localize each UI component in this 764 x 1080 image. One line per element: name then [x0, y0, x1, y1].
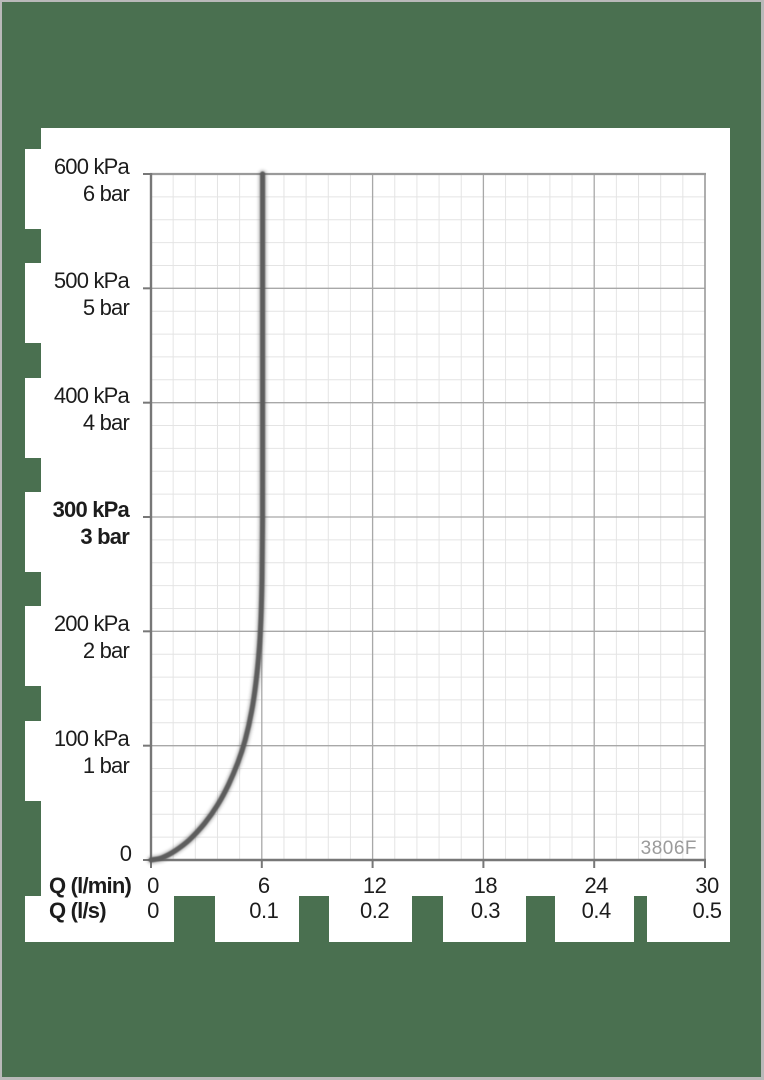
plot-area [143, 170, 706, 868]
y-label-bar: 4 bar [82, 409, 130, 435]
left-notch-tab [25, 149, 43, 229]
bottom-notch-tab [647, 896, 730, 942]
y-axis-label-400kpa: 400 kPa 4 bar [9, 382, 130, 436]
y-label-bar: 3 bar [80, 524, 129, 549]
y-axis-label-500kpa: 500 kPa 5 bar [9, 267, 130, 321]
left-notch-tab [25, 492, 43, 572]
x-axis-label-col-6: 6 0.1 [219, 873, 309, 923]
x-axis-unit-labels: Q (l/min) Q (l/s) [49, 873, 169, 923]
left-notch-tab [25, 606, 43, 687]
x-axis-unit-ls: Q (l/s) [49, 898, 107, 923]
product-code-watermark: 3806F [640, 838, 697, 859]
x-label-lmin: 6 [257, 873, 270, 898]
y-label-kpa: 400 kPa [53, 382, 130, 408]
y-axis-label-600kpa: 600 kPa 6 bar [9, 153, 130, 207]
x-axis-label-col-30: 30 0.5 [662, 873, 752, 923]
x-axis-unit-lmin: Q (l/min) [49, 873, 132, 898]
flow-curve [148, 171, 266, 863]
x-axis-label-col-12: 12 0.2 [330, 873, 420, 923]
y-label-bar: 6 bar [82, 181, 130, 206]
bottom-notch-tab [443, 896, 526, 942]
y-label-kpa: 600 kPa [53, 154, 130, 179]
x-label-ls: 0.1 [249, 898, 279, 923]
chart-panel [41, 128, 730, 896]
y-label-bar: 5 bar [82, 295, 130, 321]
x-label-ls: 0.2 [360, 898, 390, 923]
bottom-notch-tab [329, 896, 412, 942]
y-label-kpa: 100 kPa [53, 725, 130, 751]
x-label-lmin: 0 [147, 873, 159, 898]
bottom-notch-tab [555, 896, 634, 942]
y-axis-label-100kpa: 100 kPa 1 bar [9, 725, 130, 779]
y-axis-zero-label: 0 [119, 841, 132, 866]
y-axis-label-300kpa: 300 kPa 3 bar [9, 496, 130, 550]
bottom-notch-tab [215, 896, 299, 942]
x-axis-label-col-18: 18 0.3 [440, 873, 530, 923]
x-label-lmin: 24 [584, 873, 608, 898]
bottom-notch-tab [25, 896, 174, 942]
x-label-lmin: 18 [473, 873, 498, 898]
x-label-ls: 0.3 [470, 898, 501, 923]
x-axis-label-col-24: 24 0.4 [551, 873, 641, 923]
y-axis-label-200kpa: 200 kPa 2 bar [9, 610, 130, 664]
y-label-kpa: 200 kPa [53, 611, 130, 637]
x-label-ls: 0.4 [581, 898, 612, 923]
left-notch-tab [25, 263, 43, 344]
y-label-kpa: 300 kPa [52, 497, 130, 522]
y-label-bar: 1 bar [82, 752, 130, 778]
x-label-lmin: 30 [695, 873, 719, 898]
y-label-bar: 2 bar [82, 638, 130, 664]
x-label-ls: 0.5 [692, 898, 722, 923]
y-label-kpa: 500 kPa [53, 268, 130, 294]
left-notch-tab [25, 377, 43, 458]
x-label-lmin: 12 [362, 873, 387, 898]
left-notch-tab [25, 720, 43, 801]
x-label-ls: 0 [147, 898, 159, 923]
